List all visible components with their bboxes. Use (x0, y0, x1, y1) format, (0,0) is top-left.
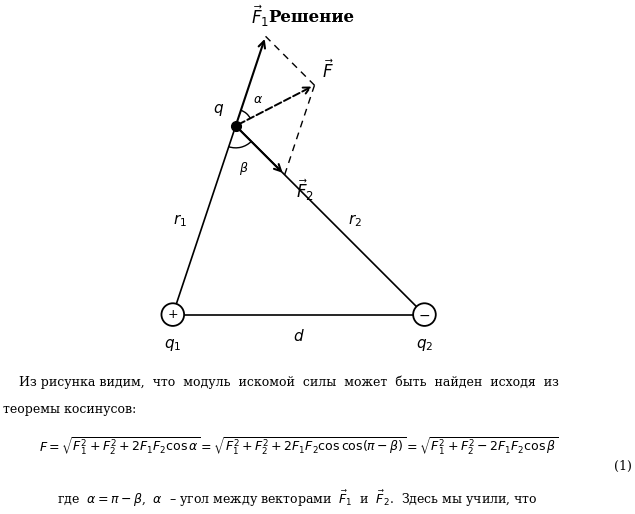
Text: теоремы косинусов:: теоремы косинусов: (3, 402, 137, 416)
Text: $q_1$: $q_1$ (164, 337, 182, 353)
Text: $r_1$: $r_1$ (173, 212, 187, 229)
Text: $q$: $q$ (213, 102, 224, 118)
Text: $-$: $-$ (418, 307, 431, 322)
Text: Из рисунка видим,  что  модуль  искомой  силы  может  быть  найден  исходя  из: Из рисунка видим, что модуль искомой сил… (19, 376, 559, 389)
Text: $+$: $+$ (167, 308, 178, 321)
Text: где  $\alpha = \pi - \beta$,  $\alpha$  – угол между векторами  $\vec{F}_1$  и  : где $\alpha = \pi - \beta$, $\alpha$ – у… (57, 488, 538, 508)
Text: $\vec{F}$: $\vec{F}$ (322, 60, 334, 82)
Text: $F = \sqrt{F_1^2 + F_2^2 + 2F_1 F_2 \cos\alpha}= \sqrt{F_1^2 + F_2^2 + 2F_1 F_2 : $F = \sqrt{F_1^2 + F_2^2 + 2F_1 F_2 \cos… (39, 435, 558, 456)
Text: $\vec{F}_2$: $\vec{F}_2$ (296, 178, 314, 204)
Text: $q_2$: $q_2$ (416, 337, 433, 353)
Text: (1): (1) (614, 460, 632, 473)
Text: Решение: Решение (268, 9, 354, 26)
Text: $\alpha$: $\alpha$ (253, 93, 263, 106)
Text: $\vec{F}_1$: $\vec{F}_1$ (251, 3, 270, 29)
Text: $d$: $d$ (293, 328, 305, 344)
Circle shape (413, 303, 436, 326)
Circle shape (161, 303, 184, 326)
Text: $r_2$: $r_2$ (348, 212, 362, 229)
Text: $\beta$: $\beta$ (239, 159, 248, 176)
